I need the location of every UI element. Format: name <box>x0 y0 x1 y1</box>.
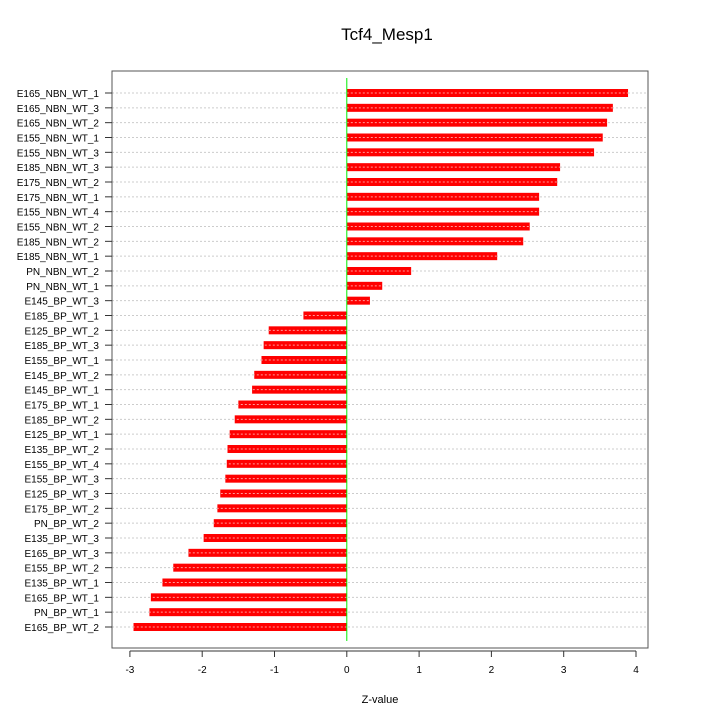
bar <box>203 534 347 542</box>
y-tick-label: E185_BP_WT_1 <box>25 312 100 323</box>
y-tick-label: E155_NBN_WT_2 <box>17 223 100 234</box>
bar <box>268 326 347 335</box>
y-tick-label: E175_BP_WT_1 <box>25 401 100 412</box>
x-tick-label: 0 <box>344 665 350 676</box>
bar <box>227 445 347 453</box>
bar <box>173 563 347 572</box>
y-tick-label: E165_BP_WT_2 <box>25 623 100 634</box>
y-tick-label: PN_NBN_WT_1 <box>26 282 99 293</box>
y-tick-label: E125_BP_WT_3 <box>25 490 100 501</box>
y-tick-label: PN_NBN_WT_2 <box>26 267 99 278</box>
y-tick-label: E175_NBN_WT_2 <box>17 178 100 189</box>
chart-title: Tcf4_Mesp1 <box>341 25 433 44</box>
y-tick-label: E155_BP_WT_1 <box>25 356 100 367</box>
bar <box>261 356 347 364</box>
bar <box>346 148 595 157</box>
x-axis: -3 -2 -1 0 1 2 3 4 <box>125 650 639 676</box>
y-tick-label: E185_BP_WT_3 <box>25 341 100 352</box>
bar <box>346 118 608 127</box>
x-axis-label: Z-value <box>362 694 399 706</box>
y-tick-label: E185_BP_WT_2 <box>25 415 100 426</box>
y-tick-label: E125_BP_WT_2 <box>25 326 100 337</box>
y-tick-label: E145_BP_WT_1 <box>25 386 100 397</box>
bar <box>220 489 347 498</box>
y-tick-label: E125_BP_WT_1 <box>25 430 100 441</box>
y-tick-label: E155_BP_WT_4 <box>25 460 100 471</box>
x-tick-label: 2 <box>489 665 495 676</box>
bar <box>229 430 347 439</box>
bar <box>346 222 530 231</box>
y-tick-label: E155_BP_WT_3 <box>25 475 100 486</box>
bars <box>133 89 629 631</box>
x-tick-label: -2 <box>198 665 207 676</box>
bar <box>346 252 498 261</box>
bar <box>346 296 370 305</box>
bar <box>254 370 347 379</box>
x-tick-label: -1 <box>270 665 279 676</box>
y-tick-label: E155_NBN_WT_1 <box>17 134 100 145</box>
y-tick-label: E145_BP_WT_3 <box>25 297 100 308</box>
x-tick-label: 1 <box>416 665 422 676</box>
y-tick-label: E165_BP_WT_1 <box>25 593 100 604</box>
grid <box>112 92 648 628</box>
y-tick-label: E185_NBN_WT_3 <box>17 163 100 174</box>
bar <box>238 400 347 409</box>
y-tick-label: E175_NBN_WT_1 <box>17 193 100 204</box>
y-tick-label: E155_BP_WT_2 <box>25 564 100 575</box>
y-tick-label: E165_NBN_WT_1 <box>17 89 100 100</box>
y-tick-label: E165_NBN_WT_2 <box>17 119 100 130</box>
bar <box>252 385 347 394</box>
bar <box>133 623 347 631</box>
y-tick-label: E145_BP_WT_2 <box>25 371 100 382</box>
bar <box>346 163 561 172</box>
y-tick-label: E165_BP_WT_3 <box>25 549 100 560</box>
y-tick-label: E155_NBN_WT_4 <box>17 208 100 219</box>
bar <box>188 548 347 557</box>
y-axis: E165_NBN_WT_1 E165_NBN_WT_3 E165_NBN_WT_2 E… <box>17 89 112 634</box>
y-tick-label: E135_BP_WT_1 <box>25 579 100 590</box>
y-tick-label: E165_NBN_WT_3 <box>17 104 100 115</box>
y-tick-label: E175_BP_WT_2 <box>25 504 100 515</box>
x-tick-label: 3 <box>561 665 567 676</box>
y-tick-label: PN_BP_WT_2 <box>34 519 99 530</box>
bar <box>213 519 347 528</box>
y-tick-label: E135_BP_WT_2 <box>25 445 100 456</box>
bar <box>149 608 347 617</box>
x-tick-label: -3 <box>125 665 134 676</box>
y-tick-label: E185_NBN_WT_1 <box>17 252 100 263</box>
y-tick-label: E135_BP_WT_3 <box>25 534 100 545</box>
y-tick-label: E155_NBN_WT_3 <box>17 148 100 159</box>
x-tick-label: 4 <box>633 665 639 676</box>
y-tick-label: PN_BP_WT_1 <box>34 608 99 619</box>
bar <box>346 133 603 142</box>
y-tick-label: E185_NBN_WT_2 <box>17 237 100 248</box>
